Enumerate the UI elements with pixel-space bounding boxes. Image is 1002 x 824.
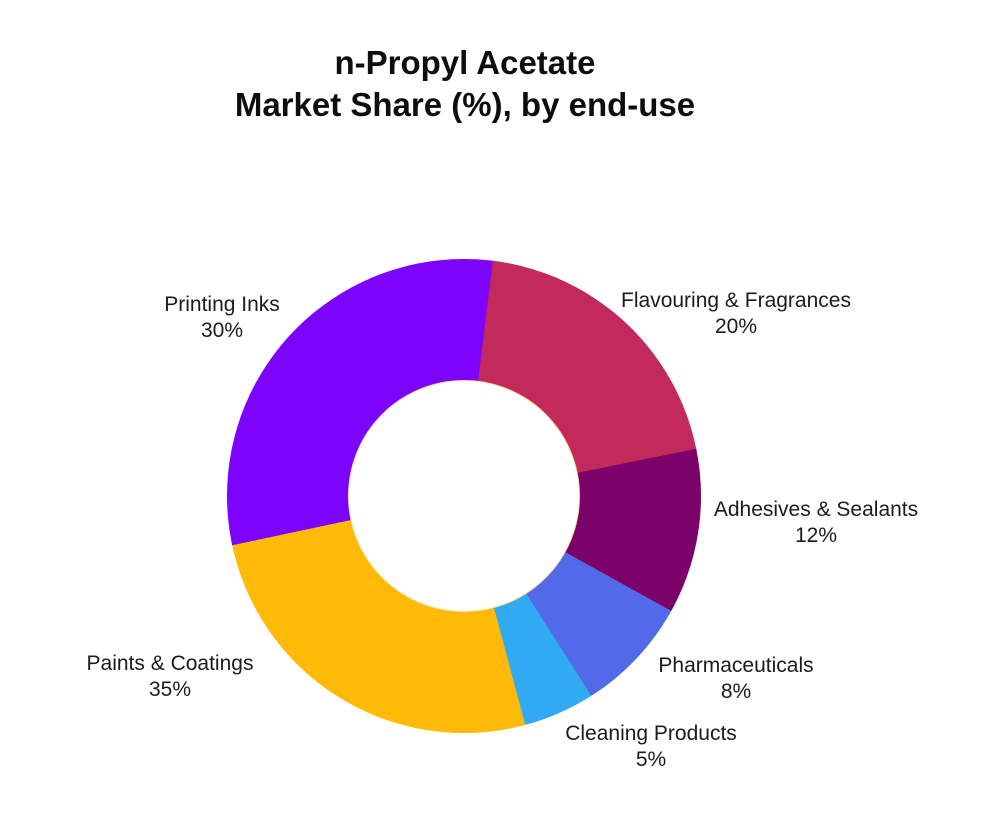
label-flavouring-fragrances: Flavouring & Fragrances 20%: [621, 288, 851, 340]
chart-title: n-Propyl Acetate Market Share (%), by en…: [0, 42, 930, 126]
label-pharmaceuticals: Pharmaceuticals 8%: [658, 653, 813, 705]
segment-value: 8%: [720, 680, 752, 703]
segment-label: Paints & Coatings: [86, 652, 254, 675]
segment-value: 12%: [794, 524, 838, 547]
segment-label: Pharmaceuticals: [658, 654, 814, 677]
segment-value: 5%: [635, 748, 667, 771]
segment-label: Printing Inks: [164, 293, 280, 316]
segment-label: Cleaning Products: [565, 722, 737, 745]
segment-value: 20%: [714, 315, 758, 338]
segment-value: 35%: [148, 678, 192, 701]
donut-hole: [348, 380, 580, 612]
donut-chart: [227, 259, 701, 733]
label-printing-inks: Printing Inks 30%: [164, 292, 280, 344]
segment-label: Adhesives & Sealants: [713, 498, 919, 521]
segment-label: Flavouring & Fragrances: [621, 289, 851, 312]
label-paints-coatings: Paints & Coatings 35%: [87, 651, 254, 703]
label-cleaning-products: Cleaning Products 5%: [565, 721, 737, 773]
segment-value: 30%: [200, 319, 244, 342]
chart-title-line2: Market Share (%), by end-use: [234, 86, 696, 123]
chart-title-line1: n-Propyl Acetate: [334, 44, 596, 81]
label-adhesives-sealants: Adhesives & Sealants 12%: [714, 497, 918, 549]
